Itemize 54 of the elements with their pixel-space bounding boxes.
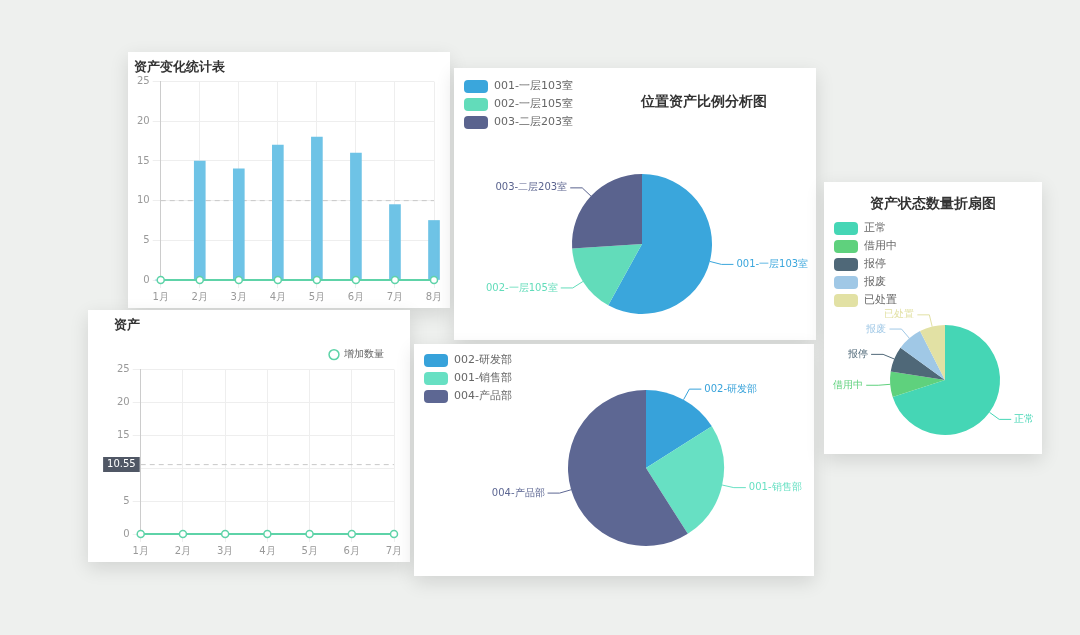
legend-label: 002-一层105室 xyxy=(494,97,573,111)
legend-label: 报废 xyxy=(863,275,886,289)
y-tick-label: 25 xyxy=(116,363,130,375)
legend-label: 004-产品部 xyxy=(454,389,512,403)
slice-label: 借用中 xyxy=(833,378,864,390)
x-tick-label: 6月 xyxy=(347,290,365,302)
x-tick-label: 1月 xyxy=(132,544,149,556)
x-tick-label: 1月 xyxy=(152,290,169,302)
slice-label: 002-一层105室 xyxy=(485,281,558,293)
x-tick-label: 6月 xyxy=(343,544,360,556)
y-tick-label: 15 xyxy=(116,428,130,440)
ref-line-label: 10.55 xyxy=(107,458,136,470)
x-tick-label: 2月 xyxy=(191,290,208,302)
y-tick-label: 20 xyxy=(136,114,150,126)
chart-title: 资产 xyxy=(114,317,140,333)
y-tick-label: 20 xyxy=(116,396,130,408)
slice-label: 001-一层103室 xyxy=(736,257,809,269)
legend-label: 002-研发部 xyxy=(454,353,512,367)
legend-label: 借用中 xyxy=(864,239,897,253)
x-tick-label: 3月 xyxy=(216,544,234,556)
legend-label: 003-二层203室 xyxy=(494,115,573,129)
x-tick-label: 3月 xyxy=(230,290,247,302)
chart-title: 资产状态数量折扇图 xyxy=(870,194,996,211)
y-tick-label: 15 xyxy=(136,154,150,166)
chart-title: 资产变化统计表 xyxy=(134,59,226,75)
slice-label: 001-销售部 xyxy=(748,481,802,493)
x-tick-label: 5月 xyxy=(308,290,326,302)
x-tick-label: 2月 xyxy=(174,544,192,556)
x-tick-label: 7月 xyxy=(386,290,404,302)
slice-label: 已处置 xyxy=(884,308,915,320)
legend-label: 001-一层103室 xyxy=(494,79,573,93)
x-tick-label: 4月 xyxy=(269,290,287,302)
legend-label: 正常 xyxy=(864,221,886,235)
slice-label: 正常 xyxy=(1014,412,1035,424)
slice-label: 报停 xyxy=(847,347,869,359)
slice-label: 004-产品部 xyxy=(491,486,545,498)
y-tick-label: 5 xyxy=(143,233,150,245)
text: 位置资产比例分析图 xyxy=(640,92,767,109)
y-tick-label: 0 xyxy=(143,273,150,285)
y-tick-label: 25 xyxy=(136,75,150,87)
y-tick-label: 5 xyxy=(123,494,130,506)
slice-label: 报废 xyxy=(865,322,887,334)
slice-label: 002-研发部 xyxy=(704,382,758,394)
x-tick-label: 5月 xyxy=(301,544,318,556)
x-tick-label: 8月 xyxy=(425,290,443,302)
legend-label: 报停 xyxy=(863,257,886,271)
x-tick-label: 7月 xyxy=(385,544,403,556)
legend-label: 增加数量 xyxy=(343,348,384,360)
legend-label: 001-销售部 xyxy=(454,371,512,385)
y-tick-label: 0 xyxy=(123,527,130,539)
x-tick-label: 4月 xyxy=(259,544,276,556)
y-tick-label: 10 xyxy=(136,194,150,206)
slice-label: 003-二层203室 xyxy=(495,181,568,193)
legend-label: 已处置 xyxy=(864,293,897,307)
